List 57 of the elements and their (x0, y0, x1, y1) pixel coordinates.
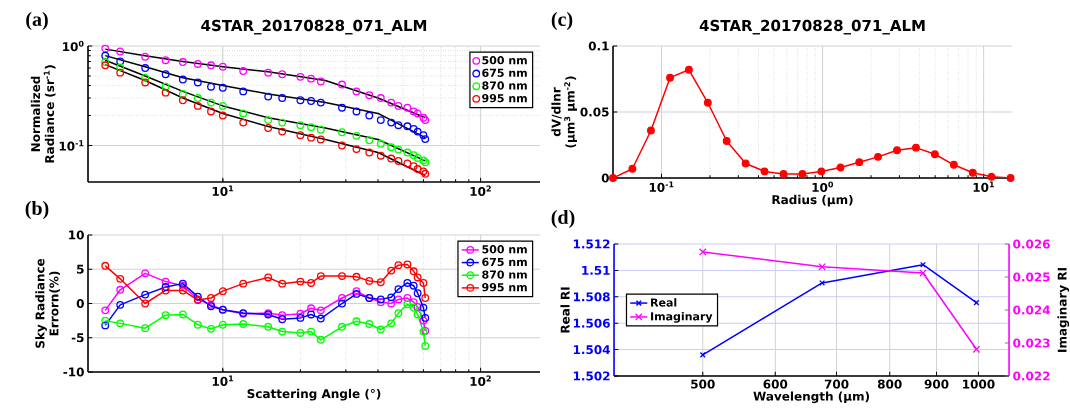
text: (b) (25, 200, 49, 220)
y-tick-label: -10 (63, 367, 84, 377)
y-tick-label: 10$^{-1}$ (59, 140, 84, 151)
y-tick-label: 10$^{0}$ (63, 40, 84, 52)
legend-label: 500 nm (482, 245, 527, 254)
x-tick-label: 10$^{1}$ (212, 185, 234, 196)
y-tick-label: 0 (601, 173, 609, 183)
legend-label: 675 nm (482, 68, 527, 78)
legend-label: Imaginary (651, 312, 713, 323)
x-tick-label: 1000 (963, 379, 995, 389)
text: (a) (26, 11, 48, 31)
y-tick-label: 0 (76, 298, 84, 309)
x-tick-label: 500 (691, 379, 715, 389)
y2-tick-label: 0.026 (1013, 239, 1050, 249)
x-axis-title: Radius (µm) (772, 194, 853, 207)
y-tick-label: -5 (71, 333, 84, 343)
legend-label: 500 nm (482, 56, 527, 65)
y-tick-label: 1.512 (573, 239, 610, 249)
x-tick-label: 800 (877, 379, 902, 389)
x-tick-label: 10$^{-1}$ (649, 181, 674, 192)
legend-label: 995 nm (482, 283, 527, 292)
y2-tick-label: 0.024 (1013, 305, 1050, 315)
x-tick-label: 700 (824, 379, 849, 389)
y2-tick-label: 0.025 (1013, 272, 1050, 282)
x-axis-title: Scattering Angle (°) (247, 388, 381, 401)
y-tick-label: 0.1 (588, 41, 609, 51)
y-axis-title: Sky Radiance Errorn(%) (35, 258, 60, 348)
chart-title: 4STAR_20170828_071_ALM (201, 19, 427, 35)
x-tick-label: 10$^{2}$ (470, 375, 491, 386)
y-axis-title: Real RI (560, 287, 570, 333)
y-tick-label: 0.05 (580, 107, 609, 117)
y-tick-label: 1.51 (582, 265, 610, 275)
x-tick-label: 10$^{1}$ (212, 375, 234, 386)
y2-tick-label: 0.022 (1013, 371, 1050, 381)
y-tick-label: 1.504 (573, 345, 610, 355)
y-tick-label: 5 (77, 264, 84, 274)
y-tick-label: 1.502 (573, 371, 610, 381)
x-tick-label: 900 (924, 379, 949, 389)
legend-label: 870 nm (482, 270, 527, 279)
chart-title: 4STAR_20170828_071_ALM (699, 19, 925, 35)
y2-axis-title: Imaginary RI (1057, 268, 1070, 352)
y2-tick-label: 0.023 (1013, 338, 1050, 348)
legend-label: 675 nm (482, 257, 527, 267)
x-tick-label: 600 (763, 379, 788, 389)
text: (c) (551, 11, 573, 31)
legend-label: 870 nm (482, 81, 527, 90)
x-tick-label: 10$^{2}$ (470, 185, 491, 196)
legend-label: 995 nm (482, 94, 527, 103)
x-tick-label: 10$^{1}$ (973, 181, 994, 192)
y-axis-title: Normalized Radiance (sr$^{-1}$) (30, 65, 56, 163)
text: (d) (551, 209, 575, 229)
legend-label: Real (651, 298, 677, 307)
y-tick-label: 10 (69, 230, 84, 240)
x-axis-title: Wavelength (µm) (753, 391, 870, 404)
y-tick-label: 1.508 (573, 292, 610, 302)
y-tick-label: 1.506 (573, 318, 610, 328)
x-tick-label: 10$^{0}$ (812, 181, 834, 192)
